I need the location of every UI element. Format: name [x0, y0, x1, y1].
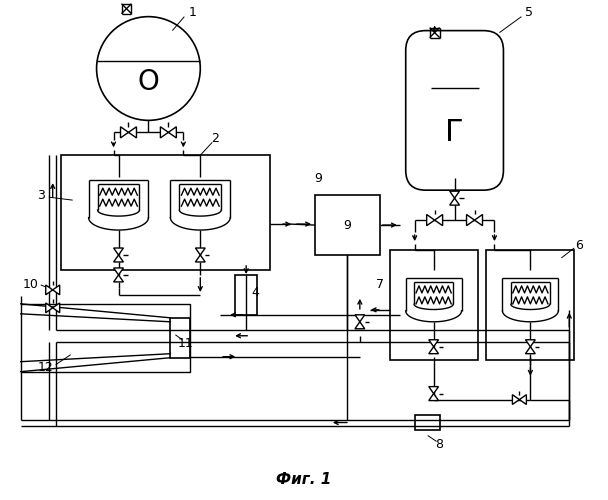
Polygon shape: [128, 126, 136, 138]
Polygon shape: [429, 340, 438, 346]
Polygon shape: [195, 248, 205, 255]
Polygon shape: [474, 214, 483, 226]
Text: 5: 5: [525, 6, 533, 19]
Text: 7: 7: [376, 278, 384, 291]
Text: 10: 10: [23, 278, 39, 291]
Bar: [21, 304, 190, 372]
Text: 1: 1: [188, 6, 196, 19]
Text: 9: 9: [314, 172, 322, 184]
Polygon shape: [161, 126, 168, 138]
Text: 9: 9: [343, 218, 351, 232]
Bar: [486, 250, 574, 360]
Polygon shape: [355, 322, 365, 329]
Polygon shape: [435, 214, 443, 226]
Polygon shape: [114, 248, 123, 255]
Bar: [315, 195, 380, 255]
Text: О: О: [137, 68, 159, 96]
Text: 11: 11: [178, 337, 193, 350]
Text: Фиг. 1: Фиг. 1: [276, 472, 332, 487]
Polygon shape: [53, 303, 60, 312]
Polygon shape: [450, 198, 460, 205]
Text: 3: 3: [37, 188, 44, 202]
Polygon shape: [120, 126, 128, 138]
Text: 8: 8: [435, 438, 444, 451]
Text: 6: 6: [575, 238, 583, 252]
Polygon shape: [525, 346, 535, 354]
Polygon shape: [525, 340, 535, 346]
Bar: [170, 318, 190, 358]
Polygon shape: [429, 394, 438, 400]
Bar: [61, 156, 270, 270]
Polygon shape: [429, 386, 438, 394]
Polygon shape: [466, 214, 474, 226]
Bar: [415, 414, 440, 430]
Text: 2: 2: [212, 132, 219, 145]
Polygon shape: [429, 346, 438, 354]
Polygon shape: [355, 315, 365, 322]
Polygon shape: [168, 126, 176, 138]
Polygon shape: [195, 255, 205, 262]
Text: 12: 12: [38, 361, 54, 374]
Polygon shape: [114, 255, 123, 262]
Polygon shape: [114, 275, 123, 282]
Bar: [235, 275, 257, 315]
Polygon shape: [114, 268, 123, 275]
Polygon shape: [46, 285, 53, 295]
Polygon shape: [46, 303, 53, 312]
Polygon shape: [427, 214, 435, 226]
Text: Г: Г: [445, 118, 464, 147]
Polygon shape: [450, 191, 460, 198]
Bar: [390, 250, 477, 360]
Text: 4: 4: [251, 286, 259, 300]
Polygon shape: [519, 394, 527, 404]
Polygon shape: [513, 394, 519, 404]
Polygon shape: [53, 285, 60, 295]
